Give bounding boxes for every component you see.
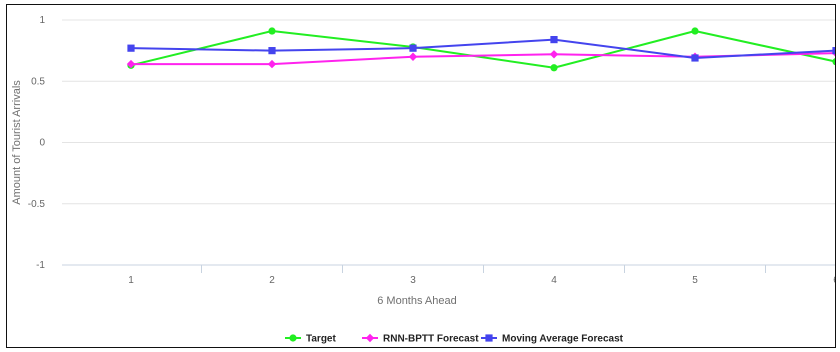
data-point <box>832 58 835 66</box>
data-point <box>408 52 418 61</box>
legend-label: RNN-BPTT Forecast <box>383 334 479 345</box>
data-point <box>691 27 699 35</box>
y-tick-label: 0.5 <box>31 76 45 87</box>
y-axis-title: Amount of Tourist Arrivals <box>11 80 23 205</box>
series-line <box>131 52 835 66</box>
legend-label: Target <box>306 334 336 345</box>
x-tick-label: 2 <box>269 275 275 286</box>
legend-marker <box>289 334 297 342</box>
x-tick-label: 3 <box>410 275 416 286</box>
data-point <box>409 44 417 52</box>
chart-frame: 1 0.5 0 -0.5 -1 1 2 3 4 5 6 Amount of Tourist Arri… <box>6 4 836 348</box>
x-axis <box>62 264 835 273</box>
legend-marker <box>365 333 375 343</box>
data-point <box>550 36 558 44</box>
data-point <box>550 64 558 72</box>
legend-item: Target <box>285 334 336 345</box>
y-tick-label: 1 <box>39 15 45 26</box>
series-moving-average-forecast <box>127 36 835 62</box>
line-chart: 1 0.5 0 -0.5 -1 1 2 3 4 5 6 Amount of Tourist Arri… <box>11 15 836 345</box>
x-tick-label: 5 <box>692 275 698 286</box>
legend-item: RNN-BPTT Forecast <box>362 334 479 345</box>
x-axis-title: 6 Months Ahead <box>377 295 457 307</box>
data-point <box>549 50 559 59</box>
data-point <box>691 54 699 62</box>
legend-label: Moving Average Forecast <box>502 334 624 345</box>
grid-lines <box>62 19 835 205</box>
series-layer <box>126 27 835 72</box>
x-tick-label: 6 <box>833 275 836 286</box>
data-point <box>267 59 277 69</box>
x-tick-label: 4 <box>551 275 557 286</box>
series-line <box>130 38 835 59</box>
data-point <box>268 27 276 35</box>
legend-item: Moving Average Forecast <box>481 334 624 345</box>
data-point <box>127 44 135 52</box>
y-tick-label: 0 <box>39 138 45 149</box>
y-tick-label: -1 <box>36 260 45 271</box>
legend-marker <box>485 334 493 342</box>
legend: Target RNN-BPTT Forecast Moving Average Fo… <box>285 334 624 345</box>
tick-labels: 1 0.5 0 -0.5 -1 1 2 3 4 5 6 <box>28 15 836 286</box>
data-point <box>832 47 835 55</box>
data-point <box>268 47 276 55</box>
x-tick-label: 1 <box>128 275 134 286</box>
series-rnn-bptt-forecast <box>126 49 835 69</box>
series-line <box>130 30 835 69</box>
y-tick-label: -0.5 <box>28 199 46 210</box>
